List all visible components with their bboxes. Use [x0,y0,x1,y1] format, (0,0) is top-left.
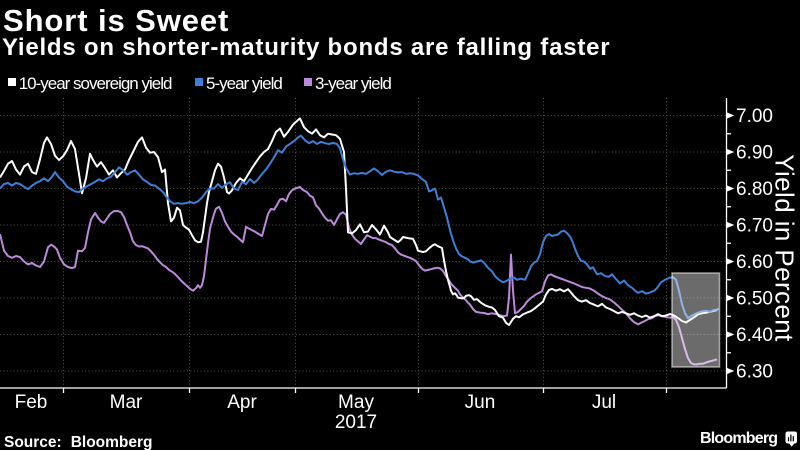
svg-text:Feb: Feb [15,392,48,413]
svg-text:6.90: 6.90 [736,143,773,164]
svg-text:7.00: 7.00 [736,106,773,127]
svg-text:Jun: Jun [465,392,496,413]
svg-text:6.40: 6.40 [736,325,773,346]
svg-text:6.30: 6.30 [736,362,773,383]
svg-text:2017: 2017 [335,412,377,433]
svg-text:6.70: 6.70 [736,216,773,237]
svg-text:Yield in Percent: Yield in Percent [770,154,800,342]
svg-text:6.50: 6.50 [736,289,773,310]
svg-text:6.60: 6.60 [736,252,773,273]
svg-text:Mar: Mar [110,392,143,413]
svg-text:6.80: 6.80 [736,179,773,200]
svg-text:Apr: Apr [227,392,257,413]
svg-text:Jul: Jul [592,392,616,413]
svg-text:May: May [338,392,374,413]
